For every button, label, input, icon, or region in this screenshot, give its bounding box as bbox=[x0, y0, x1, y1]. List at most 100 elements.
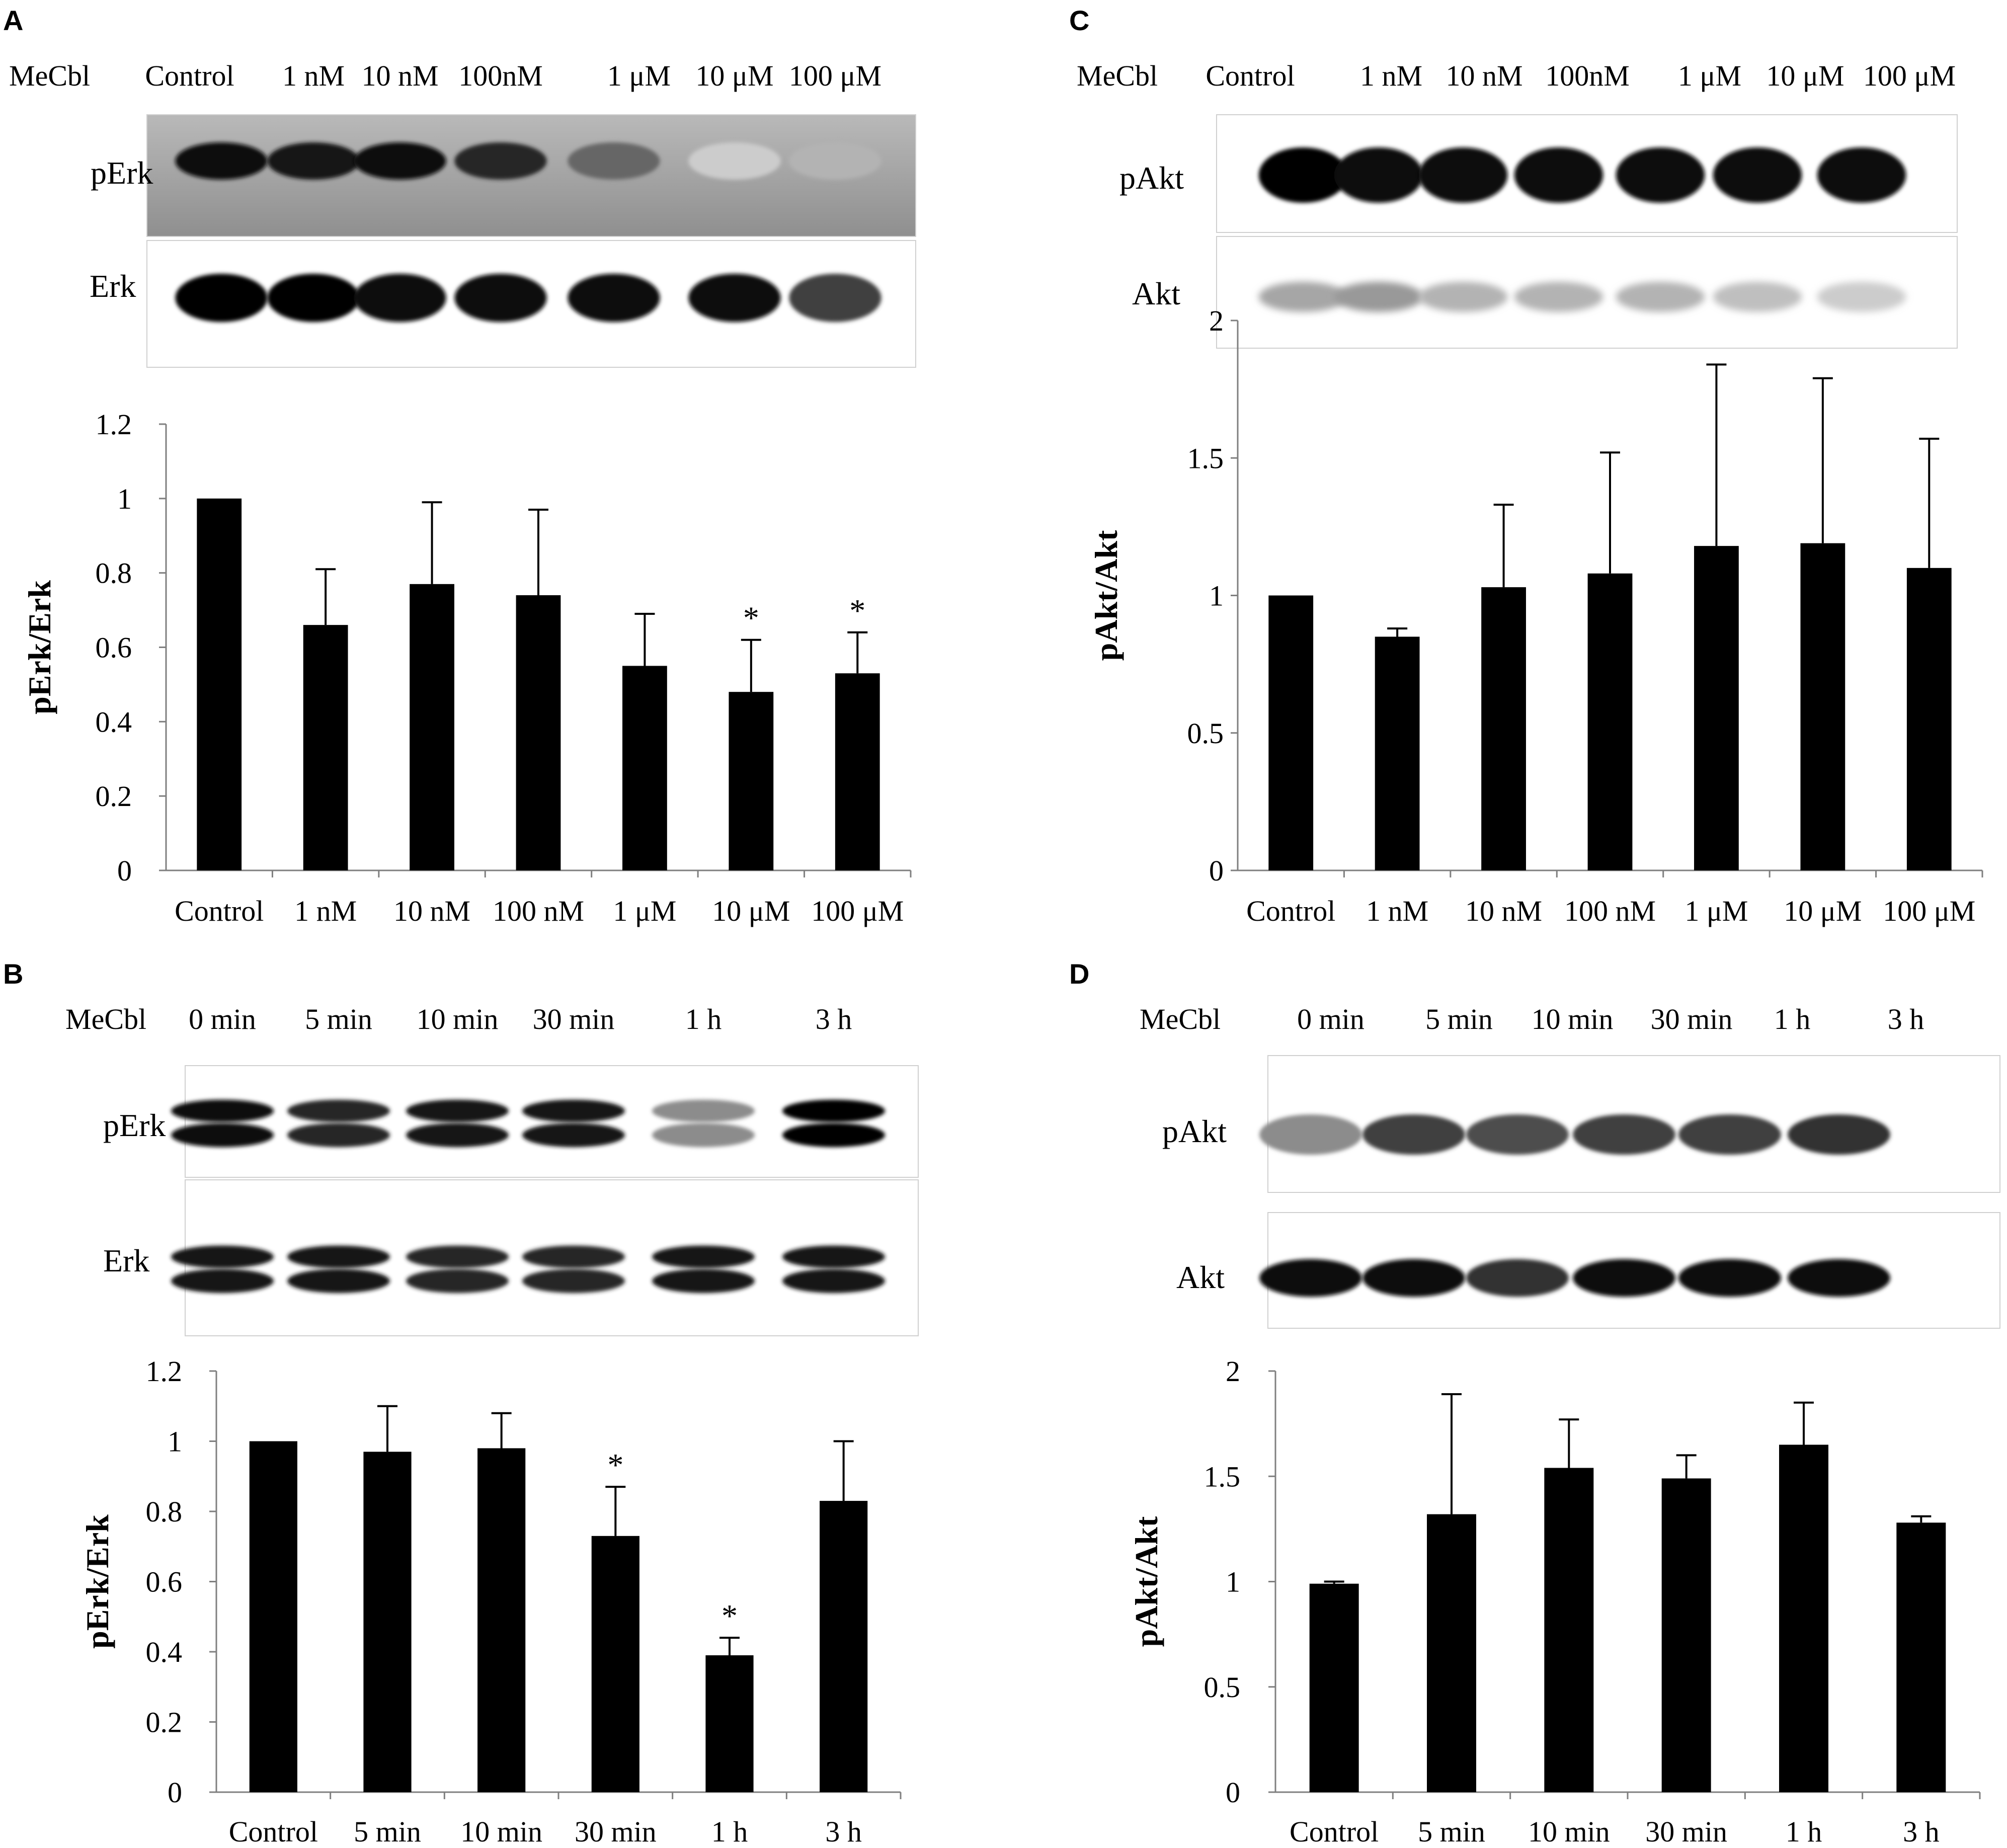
bar bbox=[197, 498, 242, 870]
bar bbox=[1481, 587, 1526, 870]
y-tick-label: 1.2 bbox=[146, 1355, 183, 1388]
panel-d: D MeCbl 0 min 5 min 10 min 30 min 1 h 3 h pAkt Ak… bbox=[1069, 958, 2000, 1848]
y-tick-label: 0 bbox=[1226, 1776, 1240, 1809]
treatment-label: MeCbl bbox=[1077, 59, 1158, 92]
lane-label: 1 h bbox=[685, 1003, 722, 1035]
blot-band bbox=[1418, 282, 1508, 312]
blot-band bbox=[1616, 147, 1705, 203]
bar bbox=[1779, 1444, 1828, 1792]
lane-label: 1 nM bbox=[1360, 59, 1422, 92]
bar bbox=[1661, 1478, 1711, 1792]
blot-band bbox=[354, 142, 446, 180]
bar bbox=[1896, 1522, 1946, 1792]
y-tick-label: 0.6 bbox=[146, 1566, 183, 1598]
y-tick-label: 1.2 bbox=[96, 408, 132, 441]
bar-chart: 0 0.5 1 1.5 2 pAkt/Akt Control 1 nM 10 nM 100 nM 1… bbox=[1088, 304, 1983, 927]
significance-marker: * bbox=[721, 1598, 738, 1634]
x-tick-label: 100 nM bbox=[493, 895, 584, 927]
lane-label: 30 min bbox=[533, 1003, 615, 1035]
x-tick-label: 1 nM bbox=[294, 895, 357, 927]
blot-band bbox=[1334, 282, 1423, 312]
blot-band bbox=[406, 1269, 509, 1293]
x-tick-label: Control bbox=[175, 895, 264, 927]
blot-band bbox=[1678, 1259, 1781, 1297]
lane-label: 5 min bbox=[1425, 1003, 1493, 1035]
y-tick-label: 1.5 bbox=[1204, 1460, 1241, 1493]
bar bbox=[1375, 636, 1420, 870]
blot-band bbox=[1514, 282, 1603, 312]
blot-band bbox=[1817, 282, 1906, 312]
blot-band bbox=[1258, 147, 1348, 203]
blot-band bbox=[1466, 1114, 1569, 1155]
blot-row-label: pAkt bbox=[1119, 160, 1184, 196]
panel-letter: B bbox=[3, 958, 23, 990]
blot-row-label: Erk bbox=[90, 268, 136, 304]
bar bbox=[249, 1441, 297, 1792]
bar bbox=[729, 692, 774, 870]
x-tick-label: 30 min bbox=[1645, 1815, 1727, 1848]
blot-band bbox=[1713, 147, 1802, 203]
treatment-label: MeCbl bbox=[1140, 1003, 1221, 1035]
x-tick-label: 10 μM bbox=[712, 895, 790, 927]
lane-label: 1 h bbox=[1774, 1003, 1811, 1035]
lane-label: 10 nM bbox=[1446, 59, 1522, 92]
bar bbox=[410, 584, 454, 870]
blot-band bbox=[568, 274, 660, 322]
x-tick-label: 100 μM bbox=[1883, 895, 1975, 927]
blot-band bbox=[782, 1123, 885, 1147]
y-tick-label: 0.2 bbox=[146, 1706, 183, 1739]
y-axis-label: pAkt/Akt bbox=[1129, 1516, 1164, 1647]
y-tick-label: 0.8 bbox=[146, 1495, 183, 1528]
blot-band bbox=[782, 1245, 885, 1268]
blot-band bbox=[454, 274, 547, 322]
blot-strip bbox=[146, 114, 916, 237]
y-axis-label: pErk/Erk bbox=[22, 580, 57, 714]
lane-label: 1 nM bbox=[282, 59, 345, 92]
panel-letter: C bbox=[1069, 5, 1089, 36]
x-tick-label: 1 h bbox=[711, 1815, 748, 1848]
lane-label: 10 nM bbox=[361, 59, 438, 92]
lane-label: 100nM bbox=[1545, 59, 1630, 92]
x-tick-label: 10 μM bbox=[1784, 895, 1862, 927]
significance-marker: * bbox=[849, 593, 865, 628]
y-tick-label: 0.4 bbox=[96, 705, 132, 738]
blot-band bbox=[175, 274, 268, 322]
lane-label: Control bbox=[145, 59, 234, 92]
bar bbox=[1800, 543, 1845, 870]
bar-chart: 0 0.2 0.4 0.6 0.8 1 1.2 pErk/Erk Control 5 min 10 … bbox=[79, 1355, 902, 1848]
bar-chart: 0 0.5 1 1.5 2 pAkt/Akt Control 5 min 10 min 30 mi… bbox=[1129, 1355, 1981, 1848]
blot-band bbox=[522, 1123, 625, 1147]
lane-label: 10 min bbox=[417, 1003, 499, 1035]
blot-band bbox=[1258, 282, 1348, 312]
x-tick-label: 1 μM bbox=[1684, 895, 1748, 927]
y-tick-label: 0.5 bbox=[1204, 1671, 1241, 1704]
x-tick-label: 100 μM bbox=[811, 895, 904, 927]
bar bbox=[705, 1655, 754, 1792]
x-tick-label: 5 min bbox=[1418, 1815, 1485, 1848]
y-tick-label: 0.5 bbox=[1187, 717, 1224, 750]
x-tick-label: 30 min bbox=[575, 1815, 657, 1848]
significance-marker: * bbox=[607, 1447, 623, 1483]
blot-strip bbox=[185, 1065, 919, 1178]
blot-band bbox=[354, 274, 446, 322]
x-tick-label: Control bbox=[1290, 1815, 1379, 1848]
blot-band bbox=[568, 142, 660, 180]
lane-label: 100nM bbox=[458, 59, 543, 92]
panel-c: C MeCbl Control 1 nM 10 nM 100nM 1 μM 10 μM 100 … bbox=[1069, 5, 1983, 927]
blot-band bbox=[171, 1123, 274, 1147]
y-tick-label: 0 bbox=[168, 1776, 182, 1809]
blot-band bbox=[406, 1123, 509, 1147]
blot-band bbox=[406, 1099, 509, 1122]
bar bbox=[303, 625, 348, 870]
blot-band bbox=[789, 274, 881, 322]
treatment-label: MeCbl bbox=[9, 59, 90, 92]
blot-band bbox=[1573, 1259, 1675, 1297]
bar bbox=[363, 1452, 412, 1792]
blot-band bbox=[454, 142, 547, 180]
treatment-label: MeCbl bbox=[65, 1003, 146, 1035]
blot-band bbox=[652, 1099, 755, 1122]
blot-band bbox=[1616, 282, 1705, 312]
bar bbox=[622, 666, 667, 870]
lane-label: 100 μM bbox=[789, 59, 881, 92]
